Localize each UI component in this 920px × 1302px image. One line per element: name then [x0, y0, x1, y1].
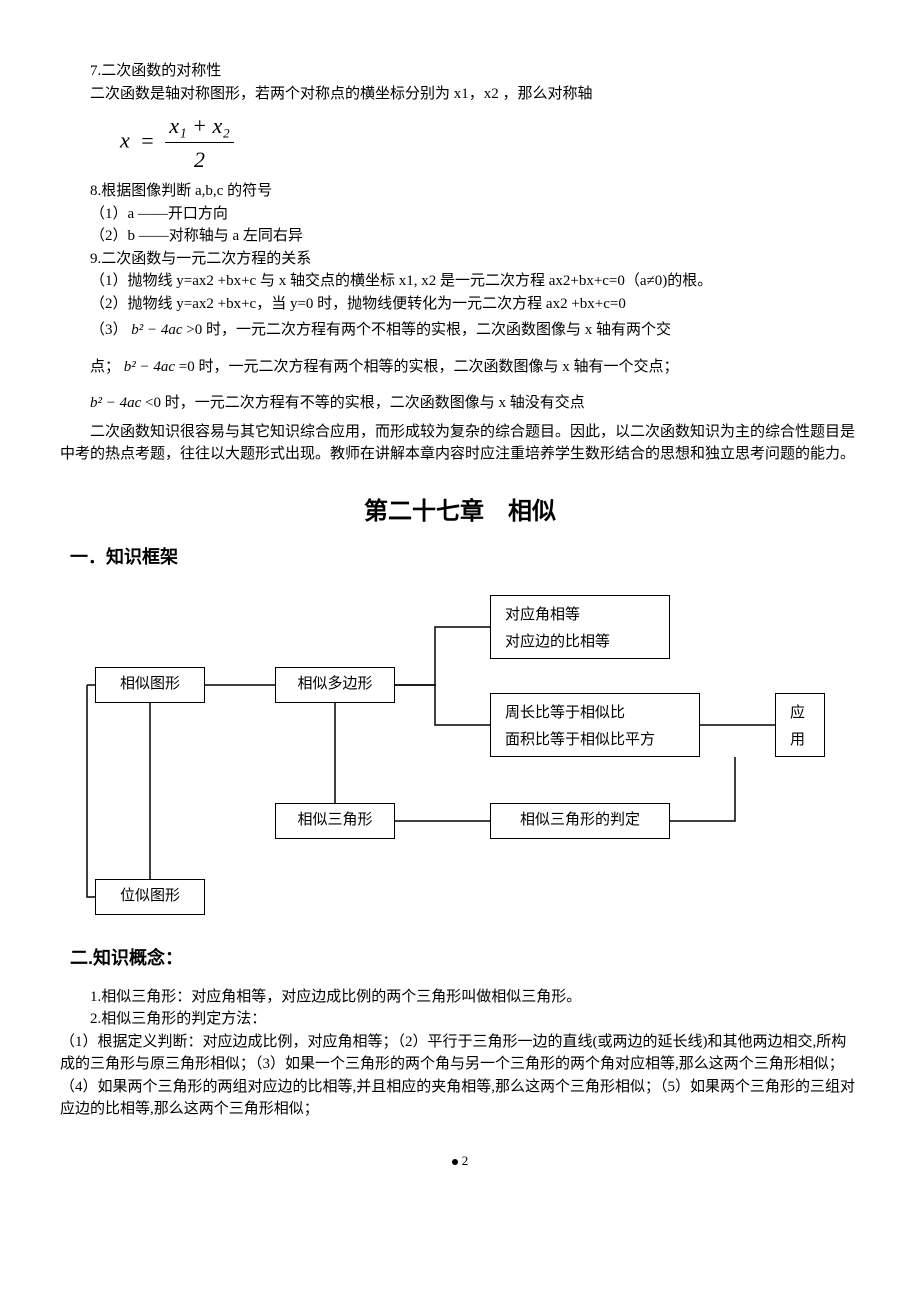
diagram-lines: [75, 585, 845, 925]
diagram-node-box_a: 对应角相等对应边的比相等: [490, 595, 670, 659]
section-2-title: 二.知识概念：: [70, 945, 860, 972]
diagram-node-line: 对应角相等: [505, 602, 655, 629]
p7-title: 7.二次函数的对称性: [60, 60, 860, 83]
formula-lhs: x: [120, 128, 130, 153]
p8-title: 8.根据图像判断 a,b,c 的符号: [60, 180, 860, 203]
diagram-node-yingyong: 应用: [775, 693, 825, 757]
p9-3c-text: =0 时，一元二次方程有两个相等的实根，二次函数图像与 x 轴有一个交点；: [179, 359, 679, 375]
diagram-node-line: 面积比等于相似比平方: [505, 727, 685, 754]
p9-item-2: （2）抛物线 y=ax2 +bx+c，当 y=0 时，抛物线便转化为一元二次方程…: [60, 293, 860, 316]
discriminant-2: b² − 4ac: [124, 359, 175, 375]
concept-2-body: （1）根据定义判断：对应边成比例，对应角相等；（2）平行于三角形一边的直线(或两…: [60, 1031, 860, 1121]
diagram-node-panding: 相似三角形的判定: [490, 803, 670, 839]
p9-3d-text: <0 时，一元二次方程有不等的实根，二次函数图像与 x 轴没有交点: [145, 395, 585, 411]
p9-item-1: （1）抛物线 y=ax2 +bx+c 与 x 轴交点的横坐标 x1, x2 是一…: [60, 270, 860, 293]
diagram-node-line: 周长比等于相似比: [505, 700, 685, 727]
knowledge-diagram: 相似图形相似多边形对应角相等对应边的比相等周长比等于相似比面积比等于相似比平方应…: [75, 585, 845, 925]
fraction: x₁ + x₂ 2: [165, 109, 234, 176]
p8-item-1: （1）a ——开口方向: [60, 203, 860, 226]
diagram-node-sanjiao: 相似三角形: [275, 803, 395, 839]
chapter-title: 第二十七章 相似: [60, 494, 860, 530]
diagram-node-box_b: 周长比等于相似比面积比等于相似比平方: [490, 693, 700, 757]
diagram-node-line: 对应边的比相等: [505, 629, 655, 656]
formula-symmetry-axis: x = x₁ + x₂ 2: [120, 109, 860, 176]
p8-item-2: （2）b ——对称轴与 a 左同右异: [60, 225, 860, 248]
p7-body: 二次函数是轴对称图形，若两个对称点的横坐标分别为 x1，x2 ，那么对称轴: [60, 83, 860, 106]
paragraph-summary: 二次函数知识很容易与其它知识综合应用，而形成较为复杂的综合题目。因此，以二次函数…: [60, 421, 860, 466]
diagram-node-line: 应: [790, 700, 810, 727]
page: 7.二次函数的对称性 二次函数是轴对称图形，若两个对称点的横坐标分别为 x1，x…: [0, 0, 920, 1190]
discriminant-3: b² − 4ac: [90, 395, 141, 411]
p9-3b-prefix: 点；: [90, 359, 120, 375]
p9-item-3a: （3） b² − 4ac >0 时，一元二次方程有两个不相等的实根，二次函数图像…: [60, 319, 860, 342]
p9-item-3c: b² − 4ac <0 时，一元二次方程有不等的实根，二次函数图像与 x 轴没有…: [60, 392, 860, 415]
p9-3-prefix: （3）: [90, 322, 128, 338]
fraction-denominator: 2: [165, 143, 234, 176]
discriminant-1: b² − 4ac: [131, 322, 182, 338]
equals-sign: =: [141, 128, 153, 153]
dot-icon: [452, 1159, 458, 1165]
diagram-node-duobian: 相似多边形: [275, 667, 395, 703]
concept-2: 2.相似三角形的判定方法：: [60, 1008, 860, 1031]
page-number-value: 2: [462, 1153, 469, 1168]
diagram-node-weisi: 位似图形: [95, 879, 205, 915]
p9-title: 9.二次函数与一元二次方程的关系: [60, 248, 860, 271]
page-number: 2: [60, 1151, 860, 1171]
fraction-numerator: x₁ + x₂: [165, 109, 234, 143]
p9-item-3b: 点； b² − 4ac =0 时，一元二次方程有两个相等的实根，二次函数图像与 …: [60, 356, 860, 379]
diagram-node-line: 用: [790, 727, 810, 754]
p9-3a-text: >0 时，一元二次方程有两个不相等的实根，二次函数图像与 x 轴有两个交: [186, 322, 671, 338]
section-1-title: 一．知识框架: [70, 544, 860, 571]
concept-1: 1.相似三角形：对应角相等，对应边成比例的两个三角形叫做相似三角形。: [60, 986, 860, 1009]
diagram-node-xiangsi_tux: 相似图形: [95, 667, 205, 703]
